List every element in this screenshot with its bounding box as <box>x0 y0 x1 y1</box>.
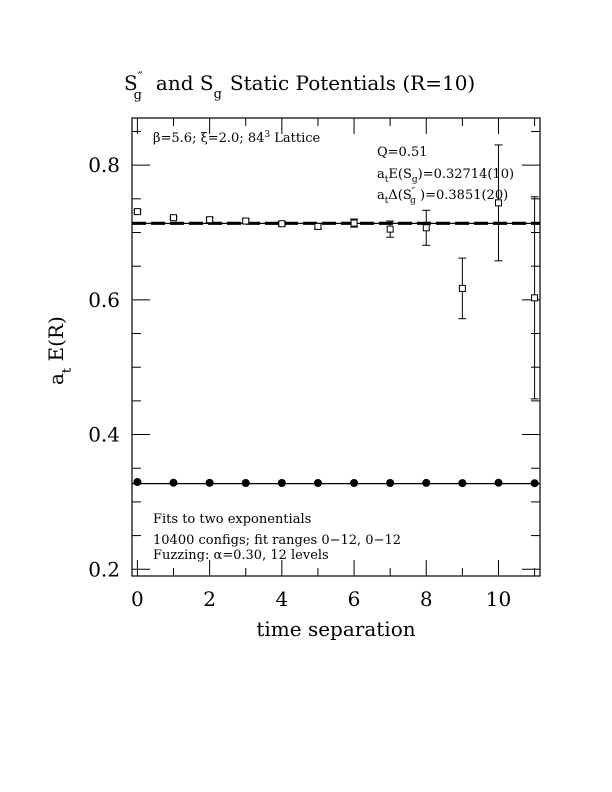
data-point-square <box>458 284 466 292</box>
fits-annotation: Fits to two exponentials <box>153 512 311 527</box>
x-tick-label: 6 <box>348 587 361 611</box>
data-point-circle <box>350 478 359 487</box>
data-point-square <box>422 224 430 232</box>
x-tick-label: 0 <box>131 587 144 611</box>
x-tick-label: 4 <box>275 587 288 611</box>
chart-title: S″ gand Sg Static Potentials (R=10) <box>124 70 475 103</box>
configs-annotation: 10400 configs; fit ranges 0−12, 0−12 <box>153 533 401 548</box>
data-point-square <box>386 225 394 233</box>
x-tick-label: 10 <box>486 587 511 611</box>
data-point-square <box>350 219 358 227</box>
data-point-square <box>170 214 178 222</box>
data-point-circle <box>458 479 467 488</box>
x-tick-label: 2 <box>203 587 216 611</box>
data-point-circle <box>241 478 250 487</box>
data-point-circle <box>169 478 178 487</box>
data-point-circle <box>133 478 142 487</box>
data-point-square <box>206 216 214 224</box>
data-point-square <box>242 217 250 225</box>
data-point-circle <box>313 478 322 487</box>
data-point-square <box>133 208 141 216</box>
data-point-circle <box>494 478 503 487</box>
data-point-circle <box>386 478 395 487</box>
y-tick-label: 0.2 <box>88 557 120 581</box>
data-point-square <box>494 199 502 207</box>
data-point-square <box>278 220 286 228</box>
lattice-annotation: β=5.6; ξ=2.0; 843 Lattice <box>153 130 321 146</box>
delta-annotation: atΔ(S″ g )=0.3851(20) <box>377 187 508 206</box>
x-tick-label: 8 <box>420 587 433 611</box>
data-point-circle <box>205 478 214 487</box>
data-point-circle <box>530 479 539 488</box>
y-tick-label: 0.6 <box>88 288 120 312</box>
y-tick-label: 0.8 <box>88 153 120 177</box>
y-axis-label: at E(R) <box>44 316 75 385</box>
data-point-circle <box>277 478 286 487</box>
plot-frame <box>131 117 541 577</box>
energy-annotation: atE(Sg)=0.32714(10) <box>377 167 514 185</box>
fuzzing-annotation: Fuzzing: α=0.30, 12 levels <box>153 548 329 563</box>
q-annotation: Q=0.51 <box>377 145 428 160</box>
axis-ticks: 0 2 4 6 8 10 0.2 0.4 0.6 0.8 <box>88 118 540 611</box>
data-point-square <box>531 294 539 302</box>
data-point-circle <box>422 478 431 487</box>
y-tick-label: 0.4 <box>88 423 120 447</box>
x-axis-label: time separation <box>256 617 415 641</box>
fit-lines <box>132 221 540 485</box>
data-point-square <box>314 222 322 230</box>
data-points <box>133 144 539 488</box>
